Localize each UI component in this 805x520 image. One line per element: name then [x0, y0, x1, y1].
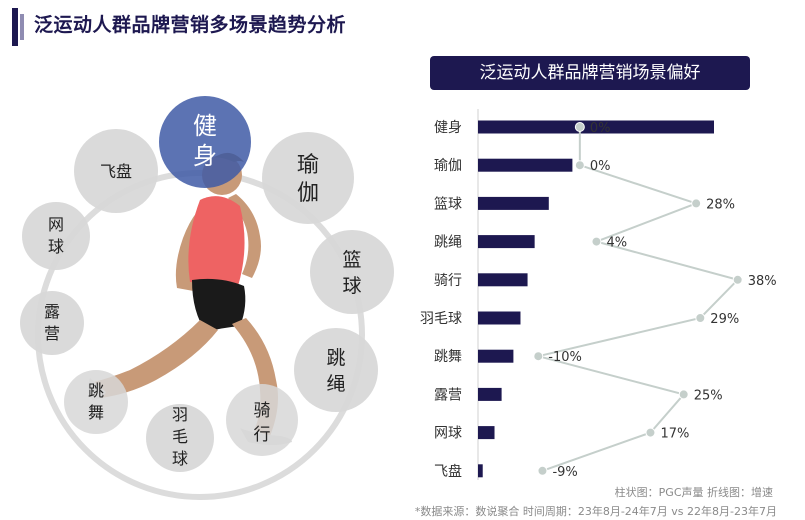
growth-point-4	[591, 236, 602, 247]
scene-label-3b: 球	[342, 275, 361, 297]
legend-note: 柱状图：PGC声量 折线图：增速	[614, 486, 773, 499]
source-note: *数据来源：数说聚合 时间周期：23年8月-24年7月 vs 22年8月-23年…	[414, 505, 777, 518]
scene-label-9b: 球	[48, 237, 64, 256]
growth-point-1	[574, 122, 585, 132]
scene-bubble-5: 骑 行	[226, 384, 298, 456]
bar-8	[478, 387, 502, 401]
growth-point-2	[574, 160, 585, 171]
scene-bubble-7: 跳 舞	[64, 370, 128, 434]
scene-label-6b: 毛	[172, 427, 188, 446]
category-label: 跳舞	[434, 349, 462, 365]
runner-shorts	[192, 278, 246, 332]
scene-label-10: 飞盘	[100, 162, 132, 181]
runner-shirt	[188, 196, 245, 286]
growth-label-2: 0%	[590, 159, 611, 174]
title-accent	[12, 8, 24, 46]
bar-4	[478, 235, 535, 249]
category-label: 健身	[434, 120, 462, 136]
growth-label-7: -10%	[548, 350, 582, 365]
scene-bubble-8: 露 营	[20, 291, 84, 355]
category-label: 篮球	[434, 196, 462, 212]
scene-label-5b: 行	[254, 425, 271, 445]
bar-10	[478, 464, 483, 478]
category-label: 骑行	[434, 273, 462, 289]
scene-label-8b: 营	[44, 324, 60, 343]
growth-label-4: 4%	[606, 236, 627, 251]
scene-bubble-9: 网 球	[22, 202, 90, 270]
bar-3	[478, 196, 549, 210]
growth-label-10: -9%	[552, 465, 577, 480]
chart-title: 泛运动人群品牌营销场景偏好	[430, 56, 750, 90]
scene-label-7: 跳	[88, 381, 104, 400]
growth-point-10	[537, 465, 548, 476]
growth-point-7	[533, 351, 544, 362]
bar-1	[478, 120, 714, 134]
scene-label-2b: 伽	[297, 181, 319, 206]
scene-label-5: 骑	[254, 401, 271, 421]
scene-label-9: 网	[48, 215, 64, 234]
scene-label-7b: 舞	[88, 403, 104, 422]
growth-label-9: 17%	[660, 427, 689, 442]
scene-label-4: 跳	[326, 347, 345, 369]
page-title: 泛运动人群品牌营销多场景趋势分析	[34, 14, 347, 36]
category-label: 羽毛球	[420, 311, 462, 327]
scene-label-1b: 身	[193, 142, 217, 170]
category-label: 露营	[434, 387, 462, 403]
growth-label-5: 38%	[748, 274, 777, 289]
category-label: 跳绳	[434, 235, 462, 251]
growth-line	[538, 127, 740, 472]
scene-bubble-10: 飞盘	[74, 129, 158, 213]
growth-label-1: 0%	[590, 121, 611, 136]
bar-2	[478, 158, 573, 172]
scene-label-1: 健	[193, 112, 217, 140]
bar-9	[478, 426, 495, 440]
bar-5	[478, 273, 528, 287]
scene-label-4b: 绳	[326, 373, 345, 395]
growth-point-5	[732, 274, 743, 285]
scene-wheel: 健 身 瑜 伽 篮 球 跳 绳 骑 行 羽 毛 球 跳 舞 露 营 网 球	[20, 96, 394, 500]
category-label: 飞盘	[434, 463, 462, 480]
scene-bubble-3: 篮 球	[310, 230, 394, 314]
category-label: 瑜伽	[434, 158, 462, 174]
scene-label-3: 篮	[342, 249, 361, 271]
bar-7	[478, 349, 514, 363]
scene-bubble-2: 瑜 伽	[262, 132, 354, 224]
scene-label-6: 羽	[172, 405, 188, 424]
scene-label-8: 露	[44, 302, 60, 321]
scene-bubble-4: 跳 绳	[294, 328, 378, 412]
title-accent-light	[20, 14, 24, 40]
growth-label-8: 25%	[694, 388, 723, 403]
scene-bubble-1: 健 身	[159, 96, 251, 188]
bar-6	[478, 311, 521, 325]
scene-label-6c: 球	[172, 449, 188, 468]
growth-label-3: 28%	[706, 197, 735, 212]
title-accent-dark	[12, 8, 18, 46]
growth-point-6	[695, 313, 706, 323]
category-label: 网球	[434, 426, 462, 442]
growth-point-9	[645, 427, 656, 438]
growth-label-6: 29%	[710, 312, 739, 327]
growth-point-8	[678, 389, 689, 400]
growth-point-3	[691, 198, 702, 209]
scene-bubble-6: 羽 毛 球	[146, 404, 214, 472]
scene-label-2: 瑜	[297, 153, 319, 178]
